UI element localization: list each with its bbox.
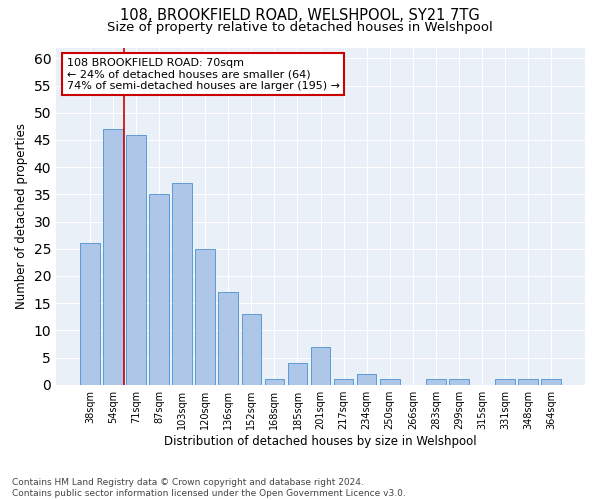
Bar [172,184,192,384]
Bar [265,380,284,384]
Bar [149,194,169,384]
Y-axis label: Number of detached properties: Number of detached properties [15,123,28,309]
Bar [426,380,446,384]
Bar [357,374,376,384]
Bar [380,380,400,384]
Text: 108, BROOKFIELD ROAD, WELSHPOOL, SY21 7TG: 108, BROOKFIELD ROAD, WELSHPOOL, SY21 7T… [120,8,480,22]
Bar [541,380,561,384]
Bar [196,248,215,384]
X-axis label: Distribution of detached houses by size in Welshpool: Distribution of detached houses by size … [164,434,477,448]
Bar [218,292,238,384]
Bar [518,380,538,384]
Bar [311,346,331,385]
Bar [449,380,469,384]
Bar [495,380,515,384]
Text: 108 BROOKFIELD ROAD: 70sqm
← 24% of detached houses are smaller (64)
74% of semi: 108 BROOKFIELD ROAD: 70sqm ← 24% of deta… [67,58,340,91]
Text: Size of property relative to detached houses in Welshpool: Size of property relative to detached ho… [107,21,493,34]
Bar [103,129,123,384]
Bar [126,134,146,384]
Bar [242,314,261,384]
Bar [80,244,100,384]
Bar [287,363,307,384]
Text: Contains HM Land Registry data © Crown copyright and database right 2024.
Contai: Contains HM Land Registry data © Crown c… [12,478,406,498]
Bar [334,380,353,384]
